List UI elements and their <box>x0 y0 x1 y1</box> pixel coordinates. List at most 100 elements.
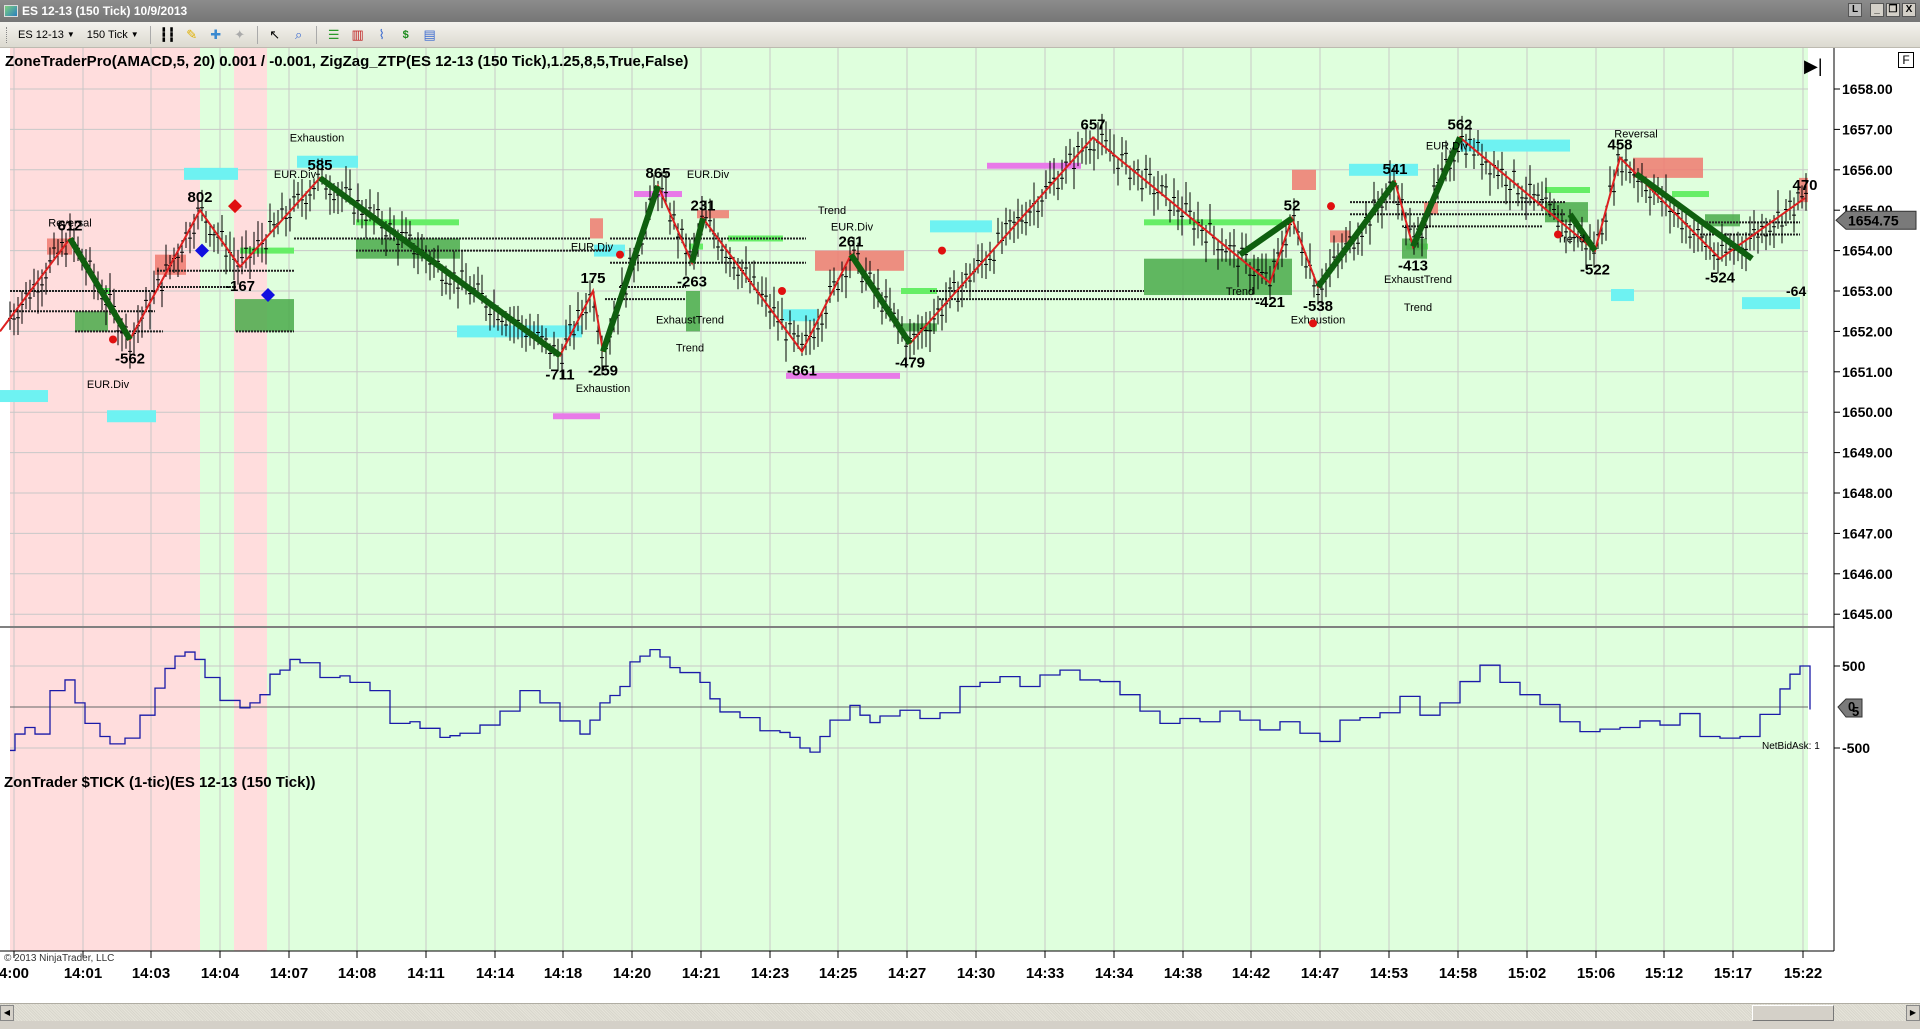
green-level-bar <box>1144 219 1282 226</box>
trend-line <box>1238 215 1294 258</box>
cyan-zone-bar <box>0 390 48 403</box>
time-axis-label: 14:42 <box>1232 965 1270 982</box>
time-axis-label: 14:25 <box>819 965 857 982</box>
tick-value-marker <box>1837 698 1863 718</box>
time-axis-label: 14:53 <box>1370 965 1408 982</box>
current-price-marker <box>1835 210 1917 230</box>
time-axis-label: 14:38 <box>1164 965 1202 982</box>
price-axis-label: 1647.00 <box>1842 525 1893 541</box>
scrollbar-thumb[interactable] <box>1752 1005 1834 1021</box>
time-axis-label: 14:33 <box>1026 965 1064 982</box>
price-axis-label: 1656.00 <box>1842 162 1893 178</box>
tick-axis-label: -500 <box>1842 740 1870 756</box>
trend-line <box>1410 136 1463 248</box>
background-region <box>234 48 267 626</box>
trend-line <box>848 252 913 346</box>
diamond-marker-icon <box>261 288 275 303</box>
green-supply-demand-zone <box>901 323 937 332</box>
green-supply-demand-zone <box>75 311 108 332</box>
properties-icon[interactable]: ▤ <box>423 26 436 42</box>
minimize-button[interactable]: _ <box>1870 3 1884 17</box>
signal-annotation: ExhaustTrend <box>1384 274 1452 286</box>
swing-label: 657 <box>1080 116 1105 133</box>
trend-line <box>1567 212 1598 253</box>
time-axis-label: 14:58 <box>1439 965 1477 982</box>
swing-label: -522 <box>1580 262 1610 279</box>
green-level-bar <box>1545 187 1590 193</box>
signal-annotation: EUR.Div <box>87 379 130 391</box>
swing-label: 865 <box>645 165 670 182</box>
background-region <box>10 48 200 626</box>
toolbar-divider <box>256 25 258 44</box>
diamond-marker-icon <box>228 199 242 214</box>
pencil-draw-icon[interactable]: ✎ <box>186 26 198 42</box>
scroll-left-arrow-icon[interactable]: ◀ <box>0 1005 14 1021</box>
cyan-zone-bar <box>783 309 817 322</box>
close-button[interactable]: X <box>1902 3 1916 17</box>
cyan-zone-bar <box>107 410 156 423</box>
time-axis-label: 14:20 <box>613 965 651 982</box>
price-axis-label: 1645.00 <box>1842 606 1893 622</box>
price-axis-label: 1658.00 <box>1842 81 1893 97</box>
horizontal-scrollbar[interactable]: ◀ ▶ <box>0 1003 1920 1021</box>
toolbar-divider <box>315 25 317 44</box>
remove-indicator-icon[interactable]: ✦ <box>234 26 246 42</box>
add-indicator-icon[interactable]: ✚ <box>210 26 222 42</box>
scroll-to-end-icon[interactable]: ▶| <box>1804 56 1823 76</box>
link-button[interactable]: L <box>1848 3 1862 17</box>
green-level-bar <box>356 219 459 226</box>
signal-dot-icon <box>1327 202 1335 211</box>
signal-annotation: EUR.Div <box>1426 141 1469 153</box>
interval-dropdown[interactable]: 150 Tick ▼ <box>84 29 142 41</box>
swing-label: 458 <box>1607 137 1632 154</box>
cyan-zone-bar <box>1349 163 1418 176</box>
scroll-right-arrow-icon[interactable]: ▶ <box>1906 1005 1920 1021</box>
time-axis-label: 14:04 <box>201 965 240 982</box>
time-axis-label: 14:30 <box>957 965 995 982</box>
magenta-zone-bar <box>987 162 1081 169</box>
diamond-marker-icon <box>195 243 209 258</box>
signal-dot-icon <box>1554 230 1562 239</box>
fixed-scale-button[interactable]: F <box>1898 52 1914 68</box>
chart-area[interactable]: 612 -562 802 -167 585 -711 175 -259 865 -263 231 -8… <box>0 48 1920 1003</box>
pointer-cursor-icon[interactable]: ↖ <box>269 26 281 42</box>
chart-style-icon[interactable]: ▥ <box>351 26 364 42</box>
dollar-icon[interactable]: $ <box>402 28 409 41</box>
window-controls: L _ ❐ X <box>1848 3 1916 17</box>
green-supply-demand-zone <box>686 291 700 332</box>
red-supply-demand-zone <box>697 210 729 219</box>
swing-label: 562 <box>1447 116 1472 133</box>
swing-label: -413 <box>1398 258 1428 275</box>
interval-value: 150 Tick <box>86 28 128 41</box>
time-axis-label: 14:18 <box>544 965 582 982</box>
swing-label: -524 <box>1705 270 1736 287</box>
red-supply-demand-zone <box>1799 177 1808 203</box>
swing-label: -861 <box>787 363 817 380</box>
signal-annotation: Reversal <box>1614 128 1657 140</box>
signal-annotation: Reversal <box>48 217 91 229</box>
swing-label: 175 <box>580 270 605 287</box>
swing-label: -259 <box>588 363 618 380</box>
instrument-dropdown[interactable]: ES 12-13 ▼ <box>15 29 78 41</box>
swing-label: 261 <box>838 234 863 251</box>
time-axis-label: 14:08 <box>338 965 376 982</box>
time-axis-label: 4:00 <box>0 965 29 982</box>
tick-axis-label: 500 <box>1842 658 1866 674</box>
zoom-icon[interactable]: ⌕ <box>295 26 303 42</box>
background-region <box>200 628 234 951</box>
green-supply-demand-zone <box>1705 214 1740 227</box>
trend-line <box>689 217 706 264</box>
toolbar-grip[interactable] <box>6 26 9 43</box>
green-level-bar <box>1672 191 1709 198</box>
cyan-zone-bar <box>1460 139 1570 152</box>
window-title: ES 12-13 (150 Tick) 10/9/2013 <box>22 4 188 18</box>
bar-type-icon[interactable]: ┇┇ <box>159 26 176 42</box>
indicators-icon[interactable]: ⌇ <box>378 26 385 42</box>
chevron-down-icon: ▼ <box>130 30 139 39</box>
chart-canvas[interactable]: 612 -562 802 -167 585 -711 175 -259 865 -263 231 -8… <box>0 48 1920 1003</box>
restore-button[interactable]: ❐ <box>1886 3 1900 17</box>
swing-label: -562 <box>115 350 145 367</box>
red-supply-demand-zone <box>1633 157 1703 178</box>
time-axis-label: 14:01 <box>64 965 102 982</box>
strategies-icon[interactable]: ☰ <box>327 26 340 42</box>
